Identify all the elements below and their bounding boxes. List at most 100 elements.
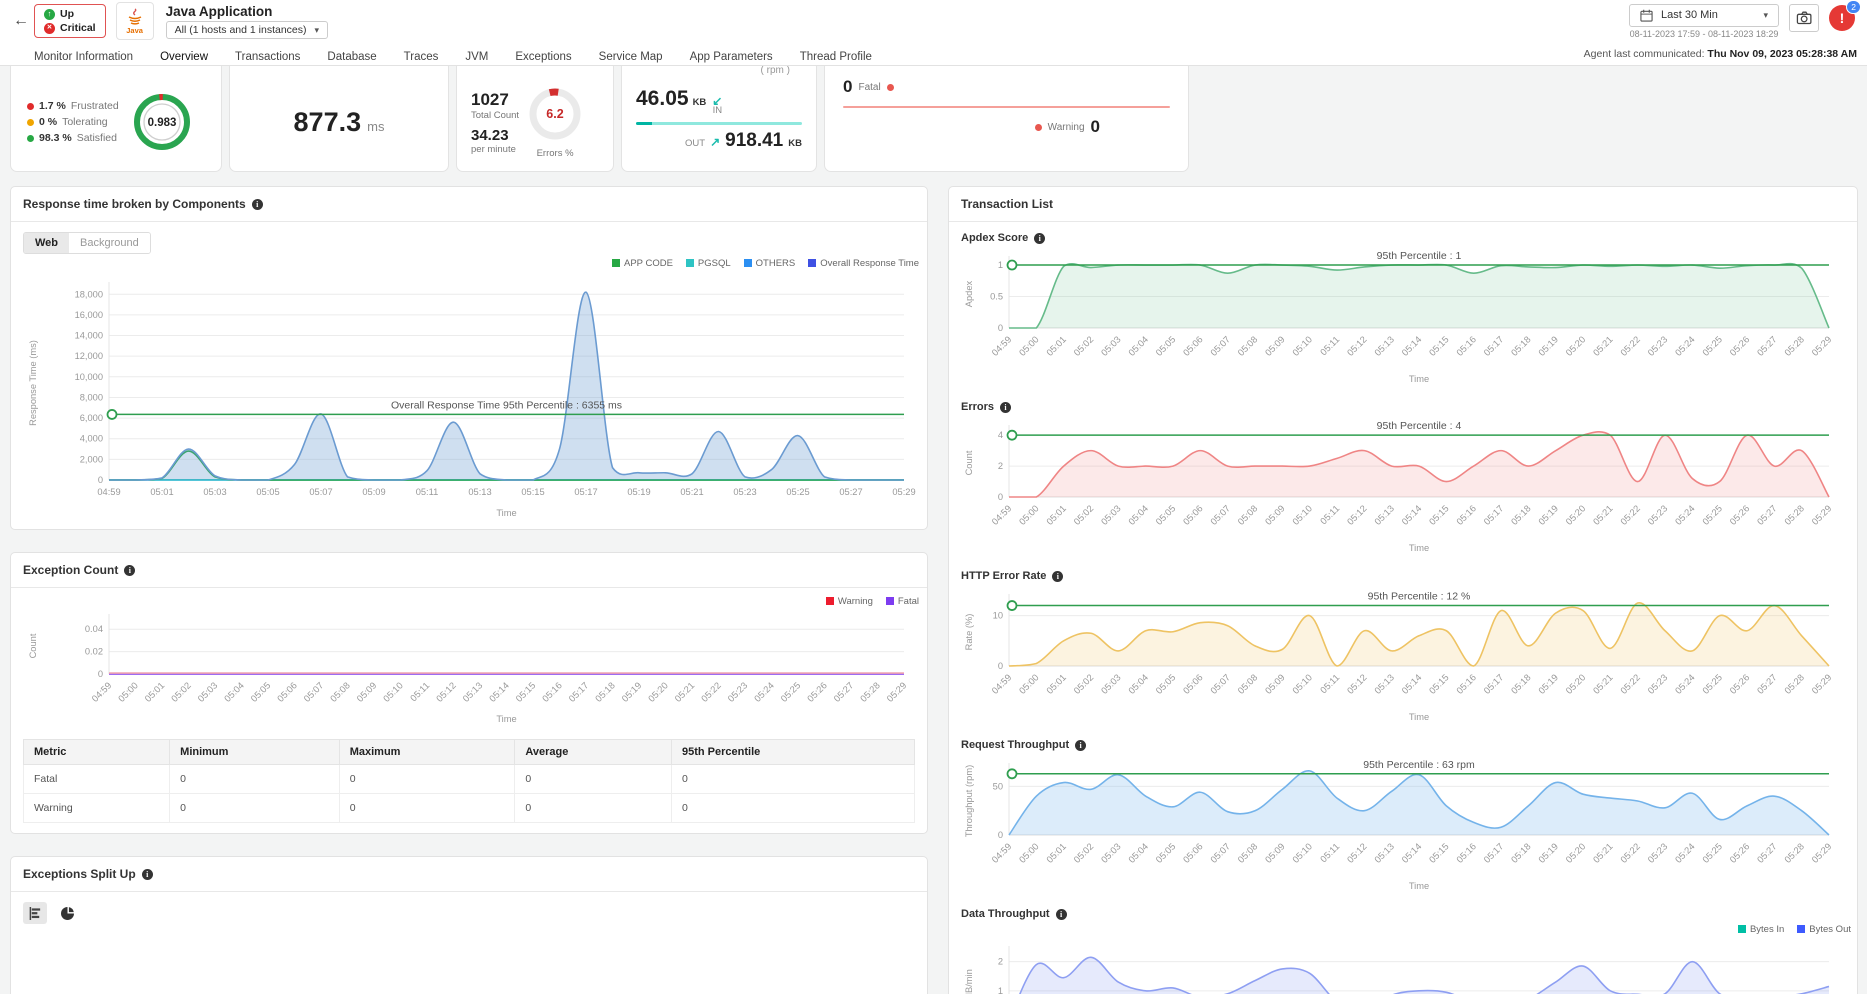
svg-text:05:05: 05:05 <box>256 487 279 497</box>
info-icon[interactable] <box>252 199 263 210</box>
per-minute-label: per minute <box>471 144 519 155</box>
svg-text:Time: Time <box>1409 712 1429 722</box>
svg-text:Rate (%): Rate (%) <box>964 614 974 651</box>
svg-text:05:11: 05:11 <box>1318 334 1341 357</box>
alerts-button[interactable]: 2 <box>1829 5 1855 31</box>
per-minute-value: 34.23 <box>471 127 519 144</box>
back-button[interactable]: ← <box>8 12 34 30</box>
svg-text:05:25: 05:25 <box>1701 672 1725 696</box>
time-range-selector[interactable]: Last 30 Min <box>1629 4 1779 27</box>
svg-text:05:09: 05:09 <box>1263 841 1287 865</box>
svg-text:05:03: 05:03 <box>1099 334 1123 358</box>
request-throughput-section-title: Request Throughput <box>961 739 1069 751</box>
http-error-rate-chart: 010Rate (%)04:5905:0005:0105:0205:0305:0… <box>961 582 1845 729</box>
fatal-count-label: Fatal <box>858 82 880 93</box>
svg-text:Time: Time <box>1409 881 1429 891</box>
svg-text:05:06: 05:06 <box>1181 672 1205 696</box>
monitor-status-box[interactable]: Up Critical <box>34 4 106 38</box>
svg-text:95th Percentile : 4: 95th Percentile : 4 <box>1377 420 1462 432</box>
info-icon[interactable] <box>142 869 153 880</box>
svg-text:05:22: 05:22 <box>699 680 723 704</box>
svg-text:05:23: 05:23 <box>1646 672 1670 696</box>
svg-text:05:19: 05:19 <box>1537 503 1561 527</box>
table-cell: 0 <box>515 765 672 794</box>
exception-count-title: Exception Count <box>23 563 118 577</box>
svg-text:05:28: 05:28 <box>1783 672 1807 696</box>
table-cell: 0 <box>515 794 672 823</box>
svg-text:50: 50 <box>993 781 1003 791</box>
svg-text:05:22: 05:22 <box>1619 334 1643 358</box>
info-icon[interactable] <box>1075 740 1086 751</box>
web-background-toggle: Web Background <box>23 232 151 254</box>
response-components-legend: APP CODEPGSQLOTHERSOverall Response Time <box>19 256 919 270</box>
errors-percent-value: 6.2 <box>546 107 563 121</box>
svg-text:05:27: 05:27 <box>832 680 856 704</box>
svg-text:1: 1 <box>998 260 1003 270</box>
data-throughput-chart: 012MB/min04:5905:0005:0105:0205:0305:040… <box>961 936 1845 994</box>
table-header: 95th Percentile <box>672 740 915 765</box>
svg-text:05:01: 05:01 <box>1045 503 1069 527</box>
svg-text:05:20: 05:20 <box>1564 841 1588 865</box>
satisfied-value: 98.3 % <box>39 132 72 144</box>
svg-text:05:19: 05:19 <box>1537 841 1561 865</box>
info-icon[interactable] <box>1056 909 1067 920</box>
info-icon[interactable] <box>1052 571 1063 582</box>
svg-text:05:23: 05:23 <box>733 487 756 497</box>
errors-section-title: Errors <box>961 401 994 413</box>
table-cell: Fatal <box>24 765 170 794</box>
data-throughput-section-title: Data Throughput <box>961 908 1050 920</box>
calendar-icon <box>1640 9 1653 22</box>
toggle-web-button[interactable]: Web <box>24 233 69 253</box>
svg-text:05:16: 05:16 <box>1455 334 1479 358</box>
info-icon[interactable] <box>124 565 135 576</box>
total-count-value: 1027 <box>471 90 519 110</box>
svg-text:05:28: 05:28 <box>1783 334 1807 358</box>
pie-chart-icon <box>61 907 74 920</box>
svg-text:0: 0 <box>998 323 1003 333</box>
svg-text:8,000: 8,000 <box>80 392 103 402</box>
svg-text:05:13: 05:13 <box>1373 672 1397 696</box>
data-in-value: 46.05 <box>636 87 689 111</box>
transaction-list-panel: Transaction List Apdex Score 00.51Apdex0… <box>948 186 1858 994</box>
screenshot-button[interactable] <box>1789 4 1819 32</box>
svg-text:05:09: 05:09 <box>1263 503 1287 527</box>
svg-text:05:05: 05:05 <box>1154 503 1178 527</box>
legend-item: Bytes In <box>1738 924 1784 935</box>
response-time-card: 877.3 ms <box>229 66 449 172</box>
svg-text:05:01: 05:01 <box>1045 841 1069 865</box>
svg-text:05:11: 05:11 <box>1318 841 1341 864</box>
svg-text:05:04: 05:04 <box>1127 334 1151 358</box>
svg-text:05:14: 05:14 <box>1400 841 1424 865</box>
svg-text:05:05: 05:05 <box>1154 841 1178 865</box>
info-icon[interactable] <box>1000 402 1011 413</box>
svg-text:05:06: 05:06 <box>1181 841 1205 865</box>
svg-text:05:23: 05:23 <box>1646 841 1670 865</box>
svg-text:05:28: 05:28 <box>1783 841 1807 865</box>
bar-chart-view-button[interactable] <box>23 902 47 924</box>
svg-text:05:15: 05:15 <box>521 487 544 497</box>
java-monitor-icon: Java <box>116 2 154 40</box>
toggle-background-button[interactable]: Background <box>69 233 150 253</box>
svg-text:05:07: 05:07 <box>1209 503 1233 527</box>
svg-text:05:06: 05:06 <box>1181 334 1205 358</box>
pie-chart-view-button[interactable] <box>55 902 79 924</box>
svg-text:05:26: 05:26 <box>805 680 829 704</box>
svg-text:05:07: 05:07 <box>302 680 326 704</box>
errors-chart: 024Count04:5905:0005:0105:0205:0305:0405… <box>961 413 1845 560</box>
legend-item: Overall Response Time <box>808 258 919 269</box>
info-icon[interactable] <box>1034 233 1045 244</box>
svg-text:05:16: 05:16 <box>1455 503 1479 527</box>
svg-text:05:10: 05:10 <box>1291 672 1315 696</box>
host-instance-selector[interactable]: All (1 hosts and 1 instances) <box>166 21 328 39</box>
svg-text:05:03: 05:03 <box>1099 841 1123 865</box>
svg-text:Overall Response Time 95th Per: Overall Response Time 95th Percentile : … <box>391 399 622 411</box>
response-components-chart: 02,0004,0006,0008,00010,00012,00014,0001… <box>25 270 913 525</box>
svg-text:05:11: 05:11 <box>1318 672 1341 695</box>
svg-text:05:05: 05:05 <box>1154 334 1178 358</box>
agent-last-communicated: Agent last communicated: Thu Nov 09, 202… <box>1584 48 1857 65</box>
svg-text:05:01: 05:01 <box>143 680 167 704</box>
svg-text:4,000: 4,000 <box>80 434 103 444</box>
svg-text:05:17: 05:17 <box>1482 672 1506 696</box>
svg-text:05:10: 05:10 <box>1291 334 1315 358</box>
svg-text:05:22: 05:22 <box>1619 503 1643 527</box>
